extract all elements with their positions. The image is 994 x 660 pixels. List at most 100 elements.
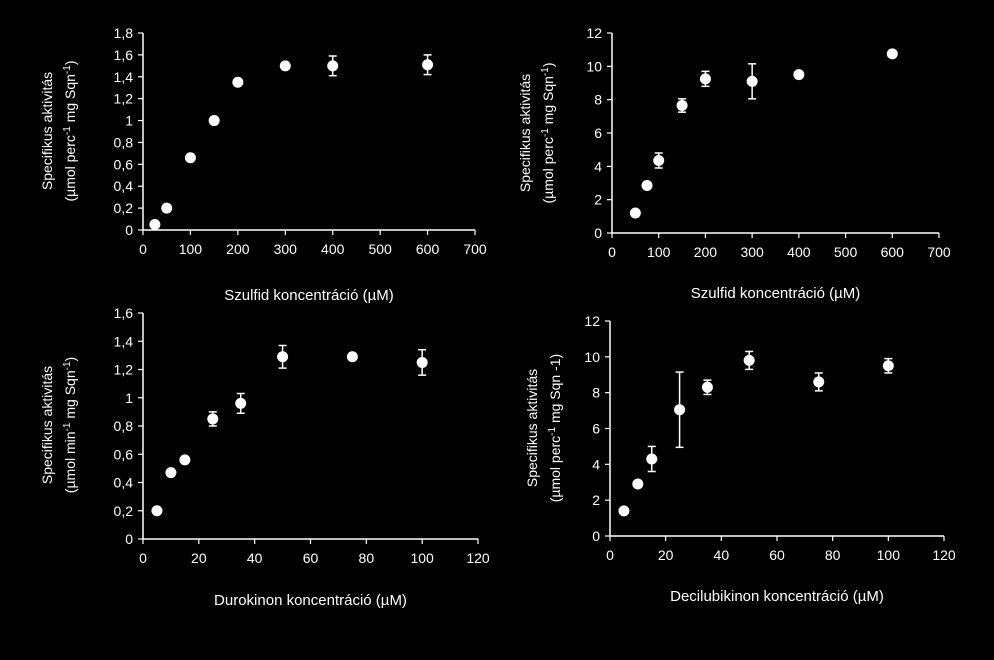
y-tick-label: 10 — [584, 349, 600, 365]
data-point — [179, 454, 191, 466]
y-axis-unit-part: -1 — [540, 128, 551, 137]
data-point-group — [813, 372, 825, 392]
data-point-group — [743, 350, 755, 371]
y-tick-label: 1,2 — [114, 91, 134, 107]
y-axis-unit-part: mg Sqn — [540, 76, 556, 128]
y-tick-label: 12 — [586, 25, 602, 41]
data-point — [165, 467, 177, 479]
x-axis-label: Decilubikinon koncentráció (µM) — [670, 588, 884, 605]
data-point — [793, 69, 805, 81]
y-axis-label: Specifikus aktivitás — [39, 366, 55, 484]
y-axis-label: Specifikus aktivitás — [39, 72, 55, 190]
y-tick-label: 1,8 — [114, 25, 134, 41]
y-tick-label: 0,2 — [114, 503, 134, 519]
data-point — [629, 207, 641, 219]
data-point — [882, 360, 894, 372]
y-axis-unit-part: mg Sqn -1 — [547, 358, 563, 427]
y-tick-label: 1 — [125, 113, 133, 129]
x-axis-label: Szulfid koncentráció (µM) — [224, 287, 394, 304]
data-point — [208, 115, 220, 127]
data-point — [422, 59, 434, 71]
y-tick-label: 6 — [594, 125, 602, 141]
data-point — [746, 75, 758, 87]
y-tick-label: 0,8 — [114, 134, 134, 150]
y-axis-label: Specifikus aktivitás — [517, 74, 533, 192]
data-point-group — [279, 60, 291, 72]
data-point-group — [641, 180, 653, 191]
data-point — [327, 60, 339, 72]
x-tick-label: 300 — [274, 241, 298, 257]
y-axis-unit-part: ) — [62, 60, 78, 65]
x-tick-label: 200 — [226, 241, 250, 257]
data-point-group — [676, 98, 688, 113]
y-axis-unit-label: (µmol min-1 mg Sqn-1) — [62, 357, 79, 493]
y-axis-unit-part: ) — [547, 354, 563, 359]
data-point — [149, 219, 161, 231]
data-point-group — [151, 505, 163, 517]
y-tick-label: 0,6 — [114, 446, 134, 462]
data-point-group — [232, 76, 244, 88]
data-point — [743, 354, 755, 366]
y-axis-unit-part: -1 — [62, 422, 73, 431]
y-tick-label: 1,4 — [114, 69, 134, 85]
y-tick-label: 12 — [584, 313, 600, 329]
data-point — [207, 413, 219, 425]
data-point-group — [793, 69, 805, 81]
data-point — [701, 381, 713, 393]
data-point-group — [208, 115, 220, 127]
x-tick-label: 300 — [740, 244, 764, 260]
x-tick-label: 60 — [769, 547, 785, 563]
x-tick-label: 400 — [321, 241, 345, 257]
y-axis-unit-label: (µmol perc-1 mg Sqn -1) — [547, 354, 564, 502]
y-axis-label: Specifikus aktivitás — [524, 369, 540, 487]
y-axis-unit-label: (µmol perc-1 mg Sqn-1) — [540, 62, 557, 203]
x-tick-label: 100 — [877, 547, 901, 563]
data-point-group — [327, 55, 339, 77]
y-tick-label: 1 — [125, 390, 133, 406]
x-tick-label: 120 — [932, 547, 956, 563]
data-point-group — [277, 344, 289, 369]
data-point-group — [149, 219, 161, 231]
x-tick-label: 100 — [647, 244, 671, 260]
x-tick-label: 200 — [694, 244, 718, 260]
data-point — [813, 376, 825, 388]
data-point-group — [646, 445, 658, 473]
x-tick-label: 700 — [927, 244, 951, 260]
x-tick-label: 400 — [787, 244, 811, 260]
y-tick-label: 4 — [594, 158, 602, 174]
data-point — [279, 60, 291, 72]
x-axis-label: Szulfid koncentráció (µM) — [691, 285, 861, 302]
data-point — [277, 351, 289, 363]
data-point-group — [746, 63, 758, 100]
data-point — [416, 356, 428, 368]
x-tick-label: 40 — [247, 550, 263, 566]
x-tick-label: 40 — [714, 547, 730, 563]
data-point-group — [674, 371, 686, 449]
x-tick-label: 80 — [825, 547, 841, 563]
data-point — [674, 404, 686, 416]
x-tick-label: 500 — [834, 244, 858, 260]
data-point-group — [165, 467, 177, 479]
y-axis-unit-part: mg Sqn — [62, 74, 78, 126]
y-tick-label: 0,4 — [114, 475, 134, 491]
y-tick-label: 0 — [125, 531, 133, 547]
data-point-group — [653, 152, 665, 169]
y-tick-label: 1,2 — [114, 362, 134, 378]
data-point-group — [416, 348, 428, 376]
x-tick-label: 20 — [658, 547, 674, 563]
data-point-group — [882, 357, 894, 374]
y-tick-label: 0,4 — [114, 178, 134, 194]
x-tick-label: 100 — [410, 550, 434, 566]
data-point — [886, 48, 898, 60]
data-point — [184, 152, 196, 164]
data-point-group — [699, 70, 711, 88]
data-point-group — [346, 351, 358, 363]
y-axis-unit-part: -1 — [62, 65, 73, 74]
y-tick-label: 0,6 — [114, 156, 134, 172]
y-axis-unit-part: (µmol perc — [547, 436, 563, 502]
y-tick-label: 6 — [592, 421, 600, 437]
x-tick-label: 0 — [608, 244, 616, 260]
x-tick-label: 80 — [359, 550, 375, 566]
data-point-group — [629, 207, 641, 219]
